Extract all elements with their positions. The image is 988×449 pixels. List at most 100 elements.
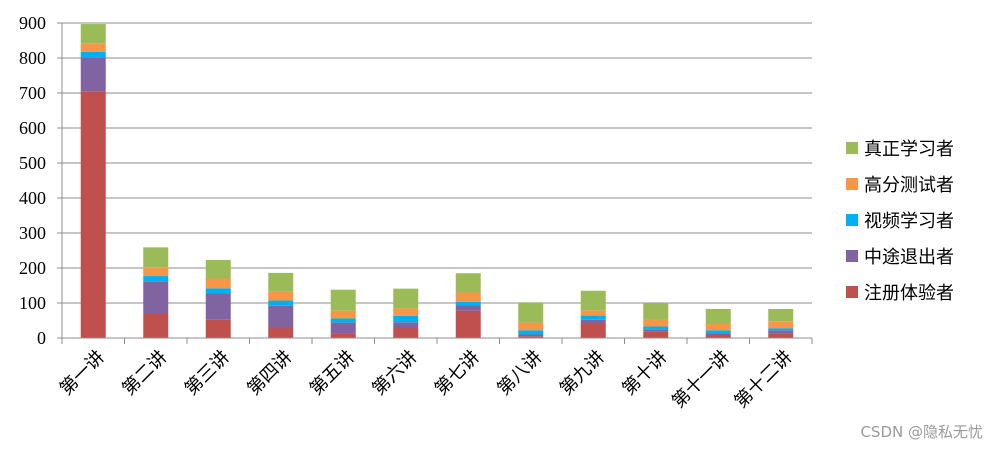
- bar-segment-视频学习者-第三讲: [205, 288, 231, 294]
- bar-segment-视频学习者-第四讲: [268, 300, 294, 306]
- bars: [80, 24, 794, 338]
- bar-segment-中途退出者-第七讲: [455, 305, 481, 311]
- bar-segment-视频学习者-第九讲: [580, 315, 606, 320]
- bar-segment-真正学习者-第六讲: [393, 288, 419, 309]
- bar-segment-注册体验者-第三讲: [205, 319, 231, 338]
- bar-segment-真正学习者-第二讲: [143, 247, 169, 268]
- bar-segment-注册体验者-第十一讲: [705, 334, 731, 338]
- legend-label: 注册体验者: [864, 283, 954, 304]
- bar-segment-高分测试者-第一讲: [80, 43, 106, 52]
- bar-segment-中途退出者-第六讲: [393, 322, 419, 328]
- bar-segment-真正学习者-第十二讲: [768, 308, 794, 322]
- bar-segment-真正学习者-第八讲: [518, 302, 544, 323]
- bar-segment-注册体验者-第五讲: [330, 333, 356, 338]
- x-tick-label: 第十一讲: [668, 347, 734, 413]
- bar-segment-高分测试者-第七讲: [455, 292, 481, 302]
- bar-segment-中途退出者-第二讲: [143, 281, 169, 314]
- bar-segment-真正学习者-第十一讲: [705, 308, 731, 324]
- bar-segment-真正学习者-第四讲: [268, 272, 294, 292]
- y-tick-label: 400: [19, 188, 46, 208]
- bar-segment-高分测试者-第八讲: [518, 322, 544, 331]
- x-tick-label: 第一讲: [56, 347, 109, 400]
- x-tick-label: 第十讲: [618, 347, 671, 400]
- x-tick-label: 第八讲: [493, 347, 546, 400]
- bar-segment-真正学习者-第九讲: [580, 290, 606, 311]
- bar-segment-视频学习者-第十二讲: [768, 328, 794, 331]
- legend-label: 高分测试者: [864, 175, 954, 196]
- y-tick-label: 800: [19, 48, 46, 68]
- bar-segment-中途退出者-第十讲: [643, 329, 669, 332]
- bar-segment-中途退出者-第十一讲: [705, 333, 731, 335]
- y-tick-label: 900: [19, 13, 46, 33]
- bar-segment-真正学习者-第一讲: [80, 24, 106, 44]
- bar-segment-高分测试者-第三讲: [205, 278, 231, 289]
- y-tick-label: 0: [37, 328, 46, 348]
- bar-segment-视频学习者-第六讲: [393, 315, 419, 323]
- y-tick-label: 100: [19, 293, 46, 313]
- bar-segment-中途退出者-第十二讲: [768, 330, 794, 334]
- bar-segment-注册体验者-第八讲: [518, 336, 544, 338]
- bar-segment-视频学习者-第一讲: [80, 51, 106, 58]
- bar-segment-视频学习者-第十一讲: [705, 330, 731, 334]
- y-tick-label: 200: [19, 258, 46, 278]
- x-tick-label: 第二讲: [118, 347, 171, 400]
- bar-segment-高分测试者-第六讲: [393, 308, 419, 316]
- y-tick-label: 500: [19, 153, 46, 173]
- axes: [57, 22, 813, 344]
- bar-segment-视频学习者-第五讲: [330, 318, 356, 323]
- bar-segment-中途退出者-第四讲: [268, 305, 294, 328]
- bar-segment-注册体验者-第一讲: [80, 91, 106, 338]
- bar-segment-高分测试者-第十二讲: [768, 321, 794, 329]
- bar-segment-高分测试者-第九讲: [580, 310, 606, 316]
- bar-segment-注册体验者-第十讲: [643, 331, 669, 338]
- bar-segment-注册体验者-第六讲: [393, 327, 419, 338]
- legend-label: 真正学习者: [864, 139, 954, 160]
- bar-segment-真正学习者-第五讲: [330, 289, 356, 311]
- bar-segment-中途退出者-第三讲: [205, 293, 231, 320]
- bar-segment-注册体验者-第九讲: [580, 324, 606, 338]
- bar-segment-高分测试者-第四讲: [268, 291, 294, 301]
- legend-swatch: [846, 214, 858, 226]
- legend-swatch: [846, 286, 858, 298]
- bar-segment-注册体验者-第十二讲: [768, 333, 794, 338]
- bar-segment-真正学习者-第三讲: [205, 259, 231, 279]
- bar-segment-注册体验者-第二讲: [143, 313, 169, 338]
- y-tick-label: 600: [19, 118, 46, 138]
- bar-segment-中途退出者-第五讲: [330, 322, 356, 334]
- bar-segment-视频学习者-第七讲: [455, 301, 481, 306]
- legend-swatch: [846, 178, 858, 190]
- y-tick-label: 300: [19, 223, 46, 243]
- bar-segment-高分测试者-第十一讲: [705, 324, 731, 331]
- x-tick-label: 第十二讲: [731, 347, 797, 413]
- bar-segment-真正学习者-第七讲: [455, 273, 481, 293]
- bar-segment-真正学习者-第十讲: [643, 303, 669, 320]
- bar-segment-高分测试者-第十讲: [643, 319, 669, 327]
- x-tick-label: 第六讲: [368, 347, 421, 400]
- bar-segment-高分测试者-第二讲: [143, 267, 169, 277]
- bar-segment-中途退出者-第九讲: [580, 319, 606, 324]
- bar-segment-视频学习者-第十讲: [643, 326, 669, 330]
- bar-segment-注册体验者-第七讲: [455, 310, 481, 338]
- legend-swatch: [846, 250, 858, 262]
- bar-segment-高分测试者-第五讲: [330, 310, 356, 319]
- legend-label: 视频学习者: [864, 211, 954, 232]
- x-tick-label: 第九讲: [556, 347, 609, 400]
- x-tick-label: 第五讲: [306, 347, 359, 400]
- x-tick-label: 第七讲: [431, 347, 484, 400]
- legend-label: 中途退出者: [864, 247, 954, 268]
- y-axis-ticks: 0 100 200 300 400 500 600 700 800 900: [19, 13, 46, 348]
- bar-segment-中途退出者-第一讲: [80, 58, 106, 92]
- watermark: CSDN @隐私无忧: [860, 423, 983, 441]
- y-tick-label: 700: [19, 83, 46, 103]
- gridlines: [62, 22, 812, 304]
- legend-swatch: [846, 142, 858, 154]
- x-tick-label: 第三讲: [181, 347, 234, 400]
- bar-segment-中途退出者-第八讲: [518, 334, 544, 337]
- x-tick-label: 第四讲: [243, 347, 296, 400]
- bar-segment-视频学习者-第二讲: [143, 276, 169, 282]
- bar-segment-注册体验者-第四讲: [268, 327, 294, 338]
- bar-segment-视频学习者-第八讲: [518, 330, 544, 335]
